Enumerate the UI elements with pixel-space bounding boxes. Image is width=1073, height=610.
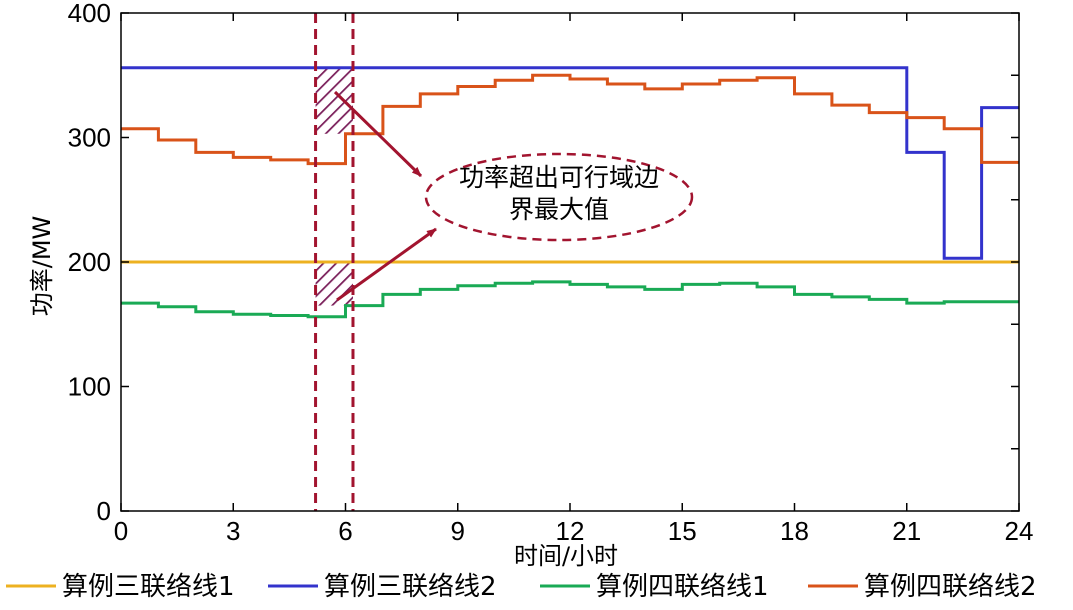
hatch-region-2 xyxy=(315,262,353,306)
dashed-boundaries xyxy=(314,13,355,511)
y-tick-label-200: 200 xyxy=(68,247,111,277)
hatch-regions xyxy=(315,67,353,306)
y-tick-label-400: 400 xyxy=(68,0,111,28)
callout-ellipse xyxy=(424,152,694,242)
legend-label-3: 算例四联络线1 xyxy=(596,572,769,602)
y-tick-label-0: 0 xyxy=(97,496,111,526)
y-axis-title: 功率/MW xyxy=(28,216,56,317)
callout-text-line-2: 界最大值 xyxy=(509,195,609,224)
x-tick-label-18: 18 xyxy=(780,516,809,546)
callout-text-line-1: 功率超出可行域边 xyxy=(459,163,659,192)
callout-annotation: 功率超出可行域边界最大值 xyxy=(333,90,694,302)
y-tick-label-300: 300 xyxy=(68,123,111,153)
series-line-3 xyxy=(121,280,1019,319)
callout-arrow-lower xyxy=(336,227,437,302)
y-tick-label-100: 100 xyxy=(68,372,111,402)
legend: 算例三联络线1 算例三联络线2 算例四联络线1 算例四联络线2 xyxy=(6,572,1037,602)
x-axis-title: 时间/小时 xyxy=(514,542,618,570)
callout-text: 功率超出可行域边界最大值 xyxy=(459,163,659,224)
x-tick-label-9: 9 xyxy=(451,516,465,546)
x-tick-label-6: 6 xyxy=(338,516,352,546)
x-tick-label-21: 21 xyxy=(892,516,921,546)
legend-label-1: 算例三联络线1 xyxy=(62,572,235,602)
series-lines xyxy=(121,66,1019,319)
x-tick-label-15: 15 xyxy=(668,516,697,546)
series-line-4 xyxy=(121,73,1019,166)
callout-arrow-upper xyxy=(333,90,423,178)
x-tick-label-0: 0 xyxy=(114,516,128,546)
legend-label-2: 算例三联络线2 xyxy=(324,572,497,602)
x-tick-label-24: 24 xyxy=(1005,516,1034,546)
legend-label-4: 算例四联络线2 xyxy=(864,572,1037,602)
hatch-region-1 xyxy=(315,67,353,134)
series-line-2 xyxy=(121,66,1019,260)
axes: 0 3 6 9 12 15 18 21 24 0 100 200 300 400 xyxy=(68,0,1034,546)
x-tick-label-3: 3 xyxy=(226,516,240,546)
x-tick-label-12: 12 xyxy=(556,516,585,546)
